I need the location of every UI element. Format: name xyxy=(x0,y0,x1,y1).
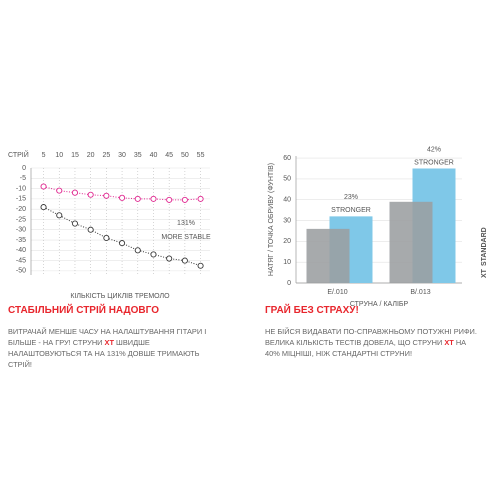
y-tick-label: -40 xyxy=(16,247,26,254)
point xyxy=(134,247,141,254)
point xyxy=(40,204,47,211)
point xyxy=(181,196,188,203)
gain-note: STRONGER xyxy=(331,207,371,214)
y-tick-label: -20 xyxy=(16,206,26,213)
y-tick-label: -25 xyxy=(16,216,26,223)
x-tick-label: 50 xyxy=(181,152,189,159)
point xyxy=(181,257,188,264)
y-tick-label: 0 xyxy=(22,165,26,172)
y-tick-label: -50 xyxy=(16,268,26,275)
gain-note: STRONGER xyxy=(414,159,454,166)
x-axis-title: КІЛЬКІСТЬ ЦИКЛІВ ТРЕМОЛО xyxy=(70,293,170,300)
point xyxy=(119,194,126,201)
y-axis-title: СТРІЙ xyxy=(8,150,29,159)
point xyxy=(150,195,157,202)
text-part: НА 40% МІЦНІШІ, НІЖ СТАНДАРТНІ СТРУНИ! xyxy=(265,338,467,358)
y-tick-label: -30 xyxy=(16,227,26,234)
y-tick-label: -10 xyxy=(16,185,26,192)
point xyxy=(71,189,79,196)
y-tick-label: 50 xyxy=(283,176,291,183)
x-tick-label: 10 xyxy=(55,152,63,159)
x-tick-label: 15 xyxy=(71,152,79,159)
point xyxy=(56,187,63,194)
point xyxy=(40,183,47,190)
y-tick-label: 0 xyxy=(287,280,291,287)
point xyxy=(166,196,173,203)
x-tick-label: 25 xyxy=(102,152,110,159)
y-tick-label: -5 xyxy=(20,175,26,182)
annotation-note: MORE STABLE xyxy=(161,234,211,241)
point xyxy=(87,226,94,233)
x-tick-label: B/.013 xyxy=(410,289,430,296)
text-highlight: XT xyxy=(104,338,114,347)
text-highlight: XT xyxy=(444,338,454,347)
x-tick-label: 5 xyxy=(42,152,46,159)
text-part: ШВИДШЕ НАЛАШТОВУЮТЬСЯ ТА НА 131% ДОВШЕ Т… xyxy=(8,338,200,369)
x-tick-label: 20 xyxy=(87,152,95,159)
legend-entry: STANDARD xyxy=(481,227,488,266)
point xyxy=(103,234,110,242)
point xyxy=(103,192,110,199)
y-tick-label: 30 xyxy=(283,217,291,224)
y-tick-label: -45 xyxy=(16,257,26,264)
point xyxy=(56,212,63,219)
x-tick-label: E/.010 xyxy=(327,289,347,296)
point xyxy=(166,255,173,262)
point xyxy=(87,191,94,198)
y-tick-label: 10 xyxy=(283,259,291,266)
section-text: ВИТРАЧАЙ МЕНШЕ ЧАСУ НА НАЛАШТУВАННЯ ГІТА… xyxy=(8,326,208,370)
point xyxy=(197,262,204,269)
bar xyxy=(389,201,433,283)
x-tick-label: 55 xyxy=(197,152,205,159)
gain-label: 23% xyxy=(344,194,358,201)
legend-entry: XT xyxy=(481,268,488,278)
section-left: СТАБІЛЬНИЙ СТРІЙ НАДОВГО ВИТРАЧАЙ МЕНШЕ … xyxy=(8,305,208,370)
bar xyxy=(306,228,350,283)
section-text: НЕ БІЙСЯ ВИДАВАТИ ПО-СПРАВЖНЬОМУ ПОТУЖНІ… xyxy=(265,326,480,359)
x-tick-label: 40 xyxy=(150,152,158,159)
text-part: НЕ БІЙСЯ ВИДАВАТИ ПО-СПРАВЖНЬОМУ ПОТУЖНІ… xyxy=(265,327,477,347)
y-tick-label: 60 xyxy=(283,155,291,162)
x-tick-label: 35 xyxy=(134,152,142,159)
y-tick-label: 40 xyxy=(283,197,291,204)
point xyxy=(119,240,126,247)
point xyxy=(71,220,79,227)
y-tick-label: 20 xyxy=(283,238,291,245)
annotation: 131% xyxy=(177,220,195,227)
y-axis-title: НАТЯГ / ТОЧКА ОБРИВУ (ФУНТІВ) xyxy=(268,163,275,276)
y-tick-label: -35 xyxy=(16,237,26,244)
series-line xyxy=(43,186,201,201)
x-tick-label: 30 xyxy=(118,152,126,159)
section-heading: ГРАЙ БЕЗ СТРАХУ! xyxy=(265,305,359,316)
section-heading: СТАБІЛЬНИЙ СТРІЙ НАДОВГО xyxy=(8,305,159,316)
point xyxy=(197,195,204,202)
gain-label: 42% xyxy=(427,146,441,153)
y-tick-label: -15 xyxy=(16,196,26,203)
point xyxy=(150,251,157,258)
section-right: ГРАЙ БЕЗ СТРАХУ! НЕ БІЙСЯ ВИДАВАТИ ПО-СП… xyxy=(265,305,480,359)
x-tick-label: 45 xyxy=(165,152,173,159)
point xyxy=(134,195,141,202)
x-axis-title: СТРУНА / КАЛІБР xyxy=(350,301,409,308)
text-part: ВИТРАЧАЙ МЕНШЕ ЧАСУ НА НАЛАШТУВАННЯ ГІТА… xyxy=(8,327,207,347)
